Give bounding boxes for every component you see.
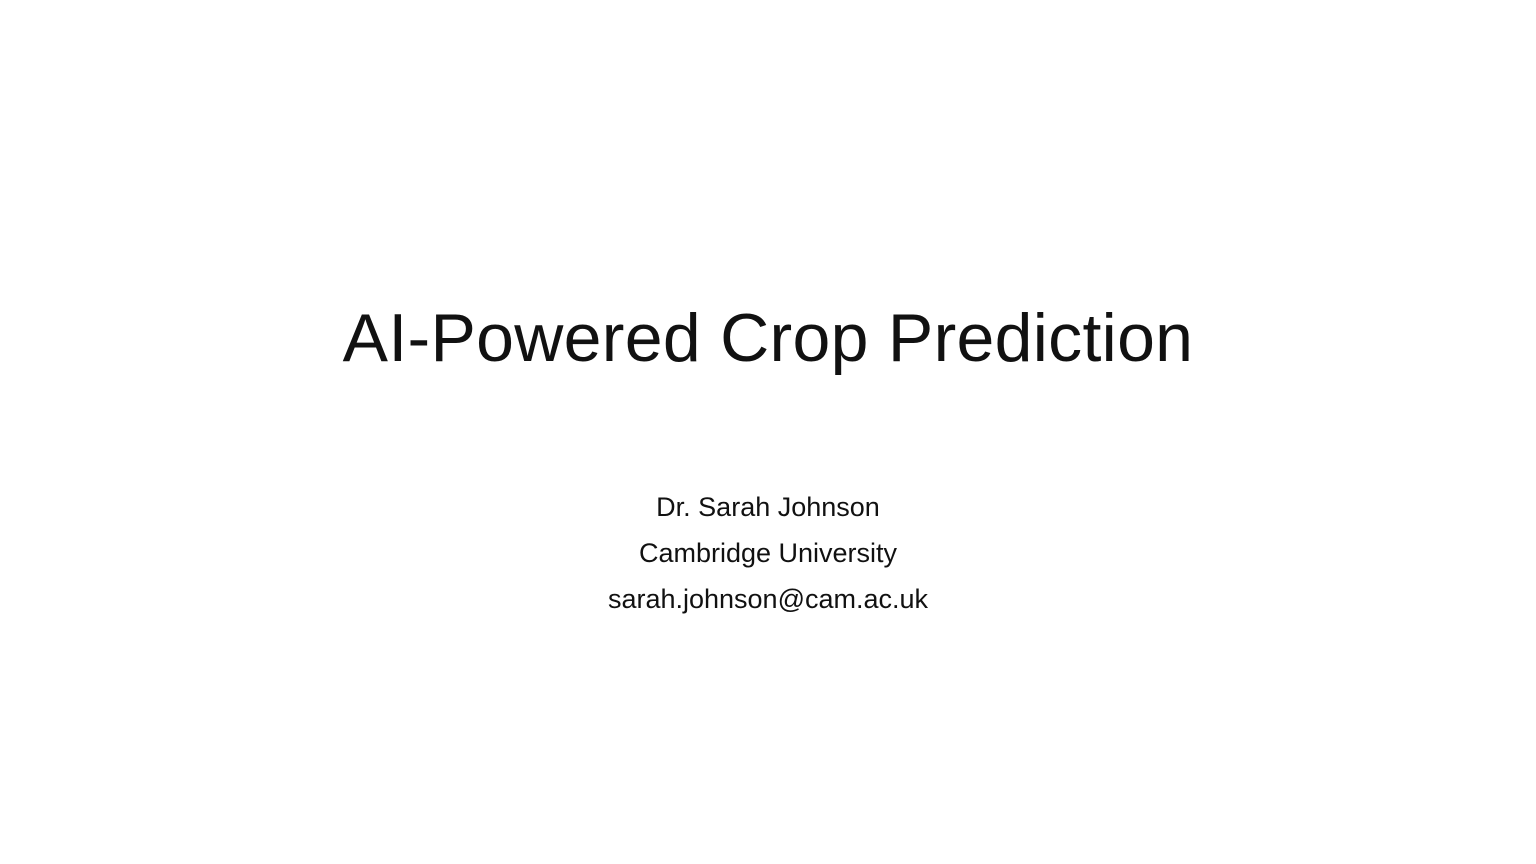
author-name: Dr. Sarah Johnson (656, 492, 880, 522)
email-address: sarah.johnson@cam.ac.uk (607, 584, 929, 614)
slide-subtitle: Dr. Sarah Johnson Cambridge University s… (0, 484, 1536, 622)
slide-title: AI-Powered Crop Prediction (342, 300, 1194, 376)
institution-name: Cambridge University (638, 538, 898, 568)
